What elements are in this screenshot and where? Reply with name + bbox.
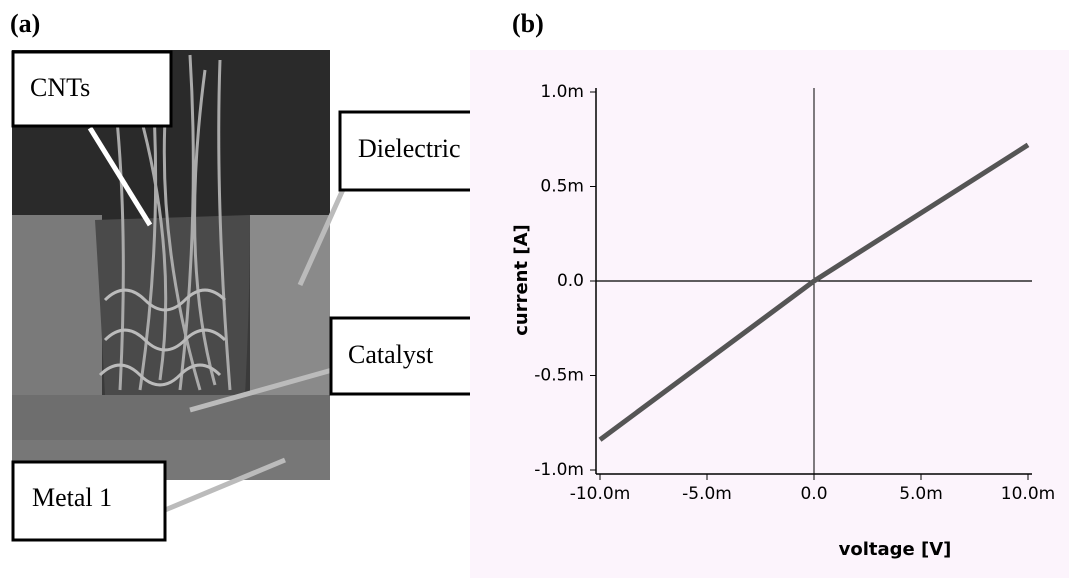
annotation: Metal 1 [32, 483, 112, 512]
y-tick-label: -1.0m [534, 460, 584, 480]
label-box [11, 50, 173, 128]
x-tick-label: 5.0m [899, 484, 943, 504]
x-tick-label: -10.0m [570, 484, 631, 504]
label-box [329, 316, 481, 396]
pointer [164, 457, 286, 513]
x-tick-label: 0.0 [800, 484, 827, 504]
y-tick-label: 1.0m [540, 82, 584, 102]
y-tick-label: -0.5m [534, 366, 584, 386]
pointer [189, 362, 351, 413]
pointer [297, 183, 348, 287]
annotation: Catalyst [348, 340, 434, 369]
data-line [598, 142, 1030, 442]
annotation: CNTs [30, 73, 90, 102]
x-tick-label: -5.0m [682, 484, 732, 504]
label-box [11, 460, 167, 542]
pointer [87, 126, 153, 227]
y-axis-label: current [A] [511, 224, 532, 336]
x-tick-label: 10.0m [1001, 484, 1055, 504]
panel-label: (a) [10, 9, 40, 38]
annotation: Dielectric [358, 134, 461, 163]
y-tick-label: 0.0 [557, 271, 584, 291]
panel-label: (b) [512, 9, 544, 38]
y-tick-label: 0.5m [540, 177, 584, 197]
x-axis-label: voltage [V] [839, 539, 952, 560]
